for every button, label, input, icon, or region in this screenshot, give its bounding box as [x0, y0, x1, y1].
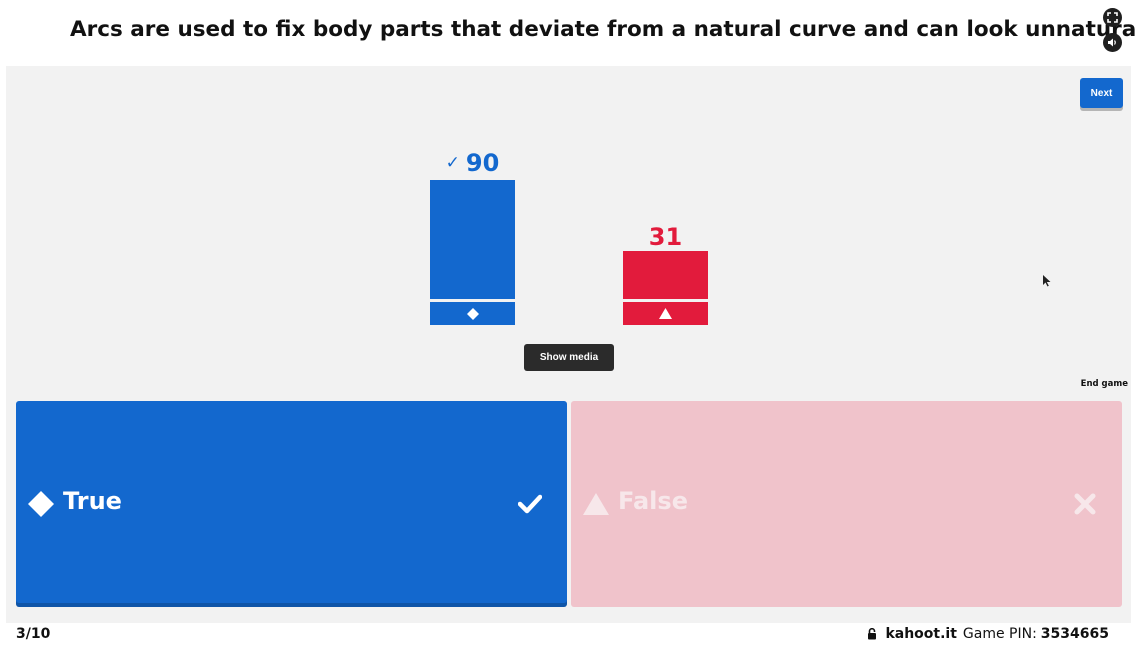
incorrect-x-icon	[1072, 491, 1098, 517]
true-result-bar	[430, 180, 515, 299]
answer-false-label: False	[618, 487, 688, 515]
next-button[interactable]: Next	[1080, 78, 1123, 108]
end-game-link[interactable]: End game	[1080, 379, 1128, 389]
game-pin: 3534665	[1040, 626, 1109, 642]
correct-check-icon: ✓	[445, 153, 460, 173]
diamond-icon	[28, 491, 54, 517]
false-result-bar	[623, 251, 708, 299]
false-count: 31	[648, 223, 683, 251]
false-bar-foot	[623, 302, 708, 325]
question-title: Arcs are used to fix body parts that dev…	[70, 17, 1137, 42]
true-bar-foot	[430, 302, 515, 325]
header-bar: Arcs are used to fix body parts that dev…	[0, 0, 1137, 64]
lock-icon	[867, 628, 877, 640]
question-progress: 3/10	[16, 626, 51, 642]
answer-true-label: True	[63, 487, 122, 515]
fullscreen-icon[interactable]	[1103, 8, 1122, 27]
answer-false[interactable]: False	[571, 401, 1122, 607]
triangle-icon	[583, 491, 609, 517]
mouse-cursor-icon	[1043, 272, 1051, 291]
domain-label: kahoot.it	[885, 626, 957, 642]
answer-true[interactable]: True	[16, 401, 567, 607]
true-count: 90	[465, 149, 500, 177]
pin-label: Game PIN:	[962, 626, 1037, 642]
volume-icon[interactable]	[1103, 33, 1122, 52]
true-count-label: ✓ 90	[430, 148, 515, 178]
show-media-button[interactable]: Show media	[524, 344, 614, 371]
correct-check-icon	[517, 491, 543, 517]
diamond-icon	[466, 307, 479, 320]
triangle-icon	[659, 308, 672, 319]
game-info: kahoot.it Game PIN: 3534665	[867, 626, 1109, 642]
